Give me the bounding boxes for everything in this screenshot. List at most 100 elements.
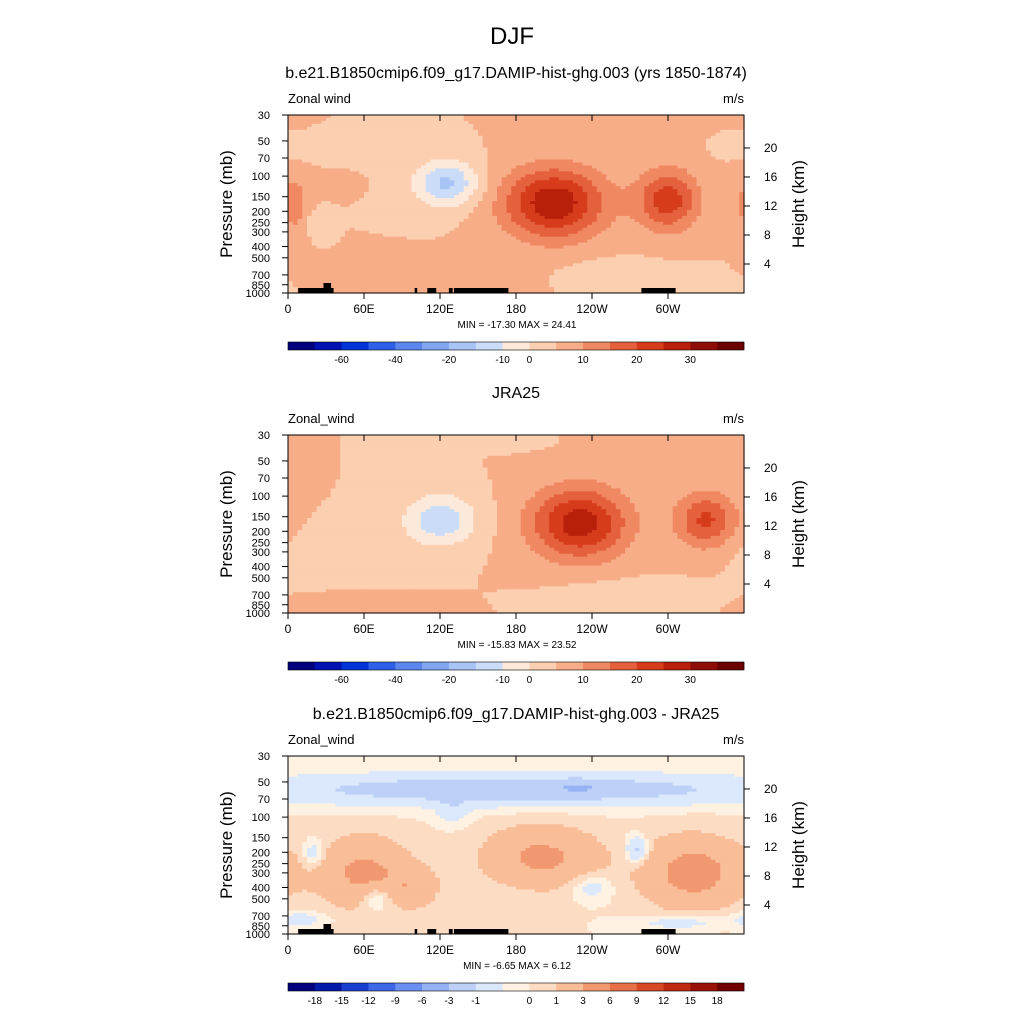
field-cell bbox=[330, 233, 337, 238]
field-cell bbox=[511, 120, 517, 125]
field-cell bbox=[463, 221, 470, 226]
field-cell bbox=[468, 135, 474, 140]
field-cell bbox=[506, 171, 512, 175]
field-cell bbox=[497, 115, 503, 119]
field-cell bbox=[330, 126, 337, 131]
field-cell bbox=[444, 224, 451, 229]
field-cell bbox=[387, 204, 394, 208]
field-cell bbox=[383, 159, 389, 164]
field-cell bbox=[425, 201, 432, 205]
field-cell bbox=[349, 266, 356, 270]
field-cell bbox=[383, 150, 389, 155]
field-cell bbox=[511, 195, 517, 199]
field-cell bbox=[349, 227, 356, 232]
field-cell bbox=[340, 227, 346, 232]
field-cell bbox=[364, 251, 370, 256]
field-cell bbox=[326, 224, 332, 229]
field-cell bbox=[383, 120, 389, 125]
field-cell bbox=[506, 141, 512, 146]
field-cell bbox=[364, 123, 370, 128]
field-cell bbox=[354, 212, 360, 217]
field-cell bbox=[392, 212, 398, 217]
field-cell bbox=[402, 165, 408, 169]
field-cell bbox=[402, 242, 408, 247]
field-cell bbox=[425, 263, 432, 267]
field-cell bbox=[288, 165, 294, 169]
field-cell bbox=[430, 215, 436, 220]
field-cell bbox=[292, 251, 299, 256]
field-cell bbox=[459, 129, 465, 134]
field-cell bbox=[326, 126, 332, 131]
field-cell bbox=[463, 150, 470, 155]
field-cell bbox=[454, 284, 460, 288]
field-cell bbox=[487, 159, 493, 164]
field-cell bbox=[288, 263, 294, 267]
field-cell bbox=[473, 156, 479, 161]
field-cell bbox=[454, 162, 460, 167]
field-cell bbox=[302, 281, 308, 285]
field-cell bbox=[359, 141, 365, 146]
field-cell bbox=[392, 269, 398, 273]
field-cell bbox=[459, 215, 465, 220]
field-cell bbox=[288, 254, 294, 258]
field-cell bbox=[387, 132, 394, 137]
field-cell bbox=[307, 242, 313, 247]
field-cell bbox=[463, 281, 470, 285]
field-cell bbox=[416, 186, 422, 190]
field-cell bbox=[454, 141, 460, 146]
field-cell bbox=[430, 242, 436, 247]
field-cell bbox=[288, 281, 294, 285]
field-cell bbox=[501, 147, 508, 152]
field-cell bbox=[364, 201, 370, 205]
field-cell bbox=[473, 129, 479, 134]
field-cell bbox=[416, 168, 422, 172]
field-cell bbox=[345, 206, 351, 211]
field-cell bbox=[397, 135, 403, 140]
field-cell bbox=[473, 117, 479, 122]
field-cell bbox=[368, 212, 375, 217]
field-cell bbox=[402, 245, 408, 250]
field-cell bbox=[340, 215, 346, 220]
field-cell bbox=[397, 186, 403, 190]
field-cell bbox=[349, 206, 356, 211]
field-cell bbox=[416, 230, 422, 235]
field-cell bbox=[302, 165, 308, 169]
field-cell bbox=[359, 189, 365, 193]
field-cell bbox=[473, 227, 479, 232]
field-cell bbox=[506, 251, 512, 256]
field-cell bbox=[330, 153, 337, 158]
field-cell bbox=[354, 230, 360, 235]
field-cell bbox=[359, 218, 365, 223]
field-cell bbox=[397, 159, 403, 164]
field-cell bbox=[497, 201, 503, 205]
field-cell bbox=[330, 284, 337, 288]
field-cell bbox=[307, 236, 313, 241]
field-cell bbox=[345, 204, 351, 208]
field-cell bbox=[463, 272, 470, 276]
field-cell bbox=[463, 206, 470, 211]
field-cell bbox=[440, 174, 446, 178]
field-cell bbox=[397, 290, 403, 294]
field-cell bbox=[354, 120, 360, 125]
field-cell bbox=[397, 209, 403, 214]
contour-field bbox=[288, 115, 745, 294]
field-cell bbox=[478, 204, 484, 208]
field-cell bbox=[297, 281, 303, 285]
field-cell bbox=[378, 209, 384, 214]
field-cell bbox=[392, 144, 398, 149]
field-cell bbox=[421, 239, 427, 244]
field-cell bbox=[501, 168, 508, 172]
field-cell bbox=[302, 180, 308, 184]
field-cell bbox=[511, 186, 517, 190]
field-cell bbox=[482, 159, 489, 164]
field-cell bbox=[406, 123, 413, 128]
field-cell bbox=[354, 269, 360, 273]
field-cell bbox=[302, 257, 308, 261]
field-cell bbox=[440, 165, 446, 169]
field-cell bbox=[364, 275, 370, 279]
field-cell bbox=[482, 230, 489, 235]
field-cell bbox=[406, 117, 413, 122]
field-cell bbox=[459, 168, 465, 172]
field-cell bbox=[425, 168, 432, 172]
field-cell bbox=[449, 284, 455, 288]
